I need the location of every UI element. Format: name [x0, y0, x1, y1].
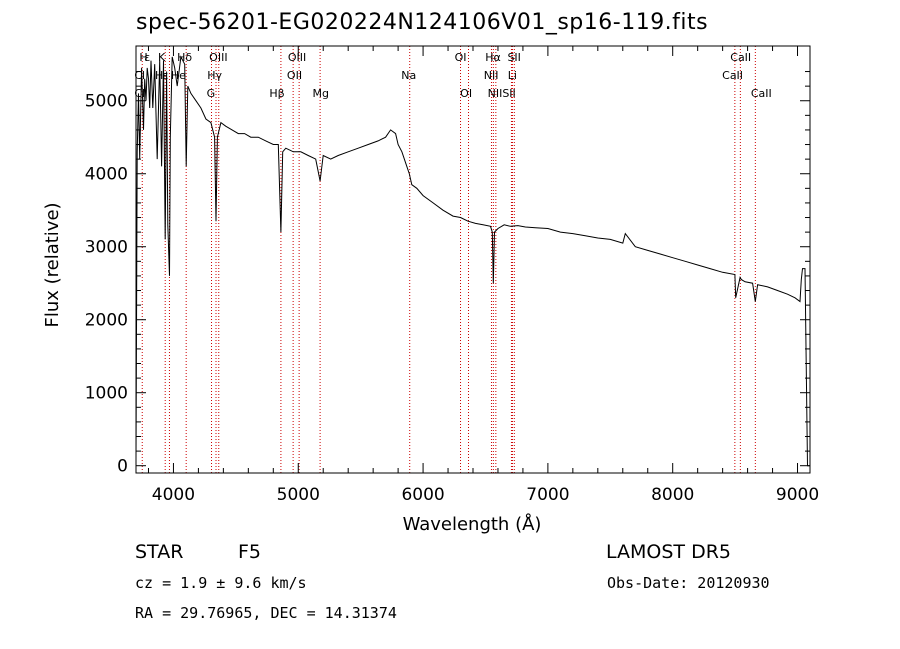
marker-label: Hδ [177, 51, 192, 64]
x-axis-ticks: 4000 5000 6000 7000 8000 9000 [147, 46, 819, 505]
x-tick-label: 4000 [152, 485, 195, 505]
marker-label: OIII [209, 51, 227, 64]
marker-label: Hα [485, 51, 501, 64]
marker-label: Li [508, 69, 517, 82]
marker-label: Mg [312, 87, 328, 100]
marker-label: Hβ [269, 87, 284, 100]
marker-label: Cl [134, 69, 145, 82]
marker-label: CaII [730, 51, 751, 64]
marker-label: CaII [722, 69, 743, 82]
marker-label: Hγ [207, 69, 222, 82]
marker-label: OI [460, 87, 472, 100]
marker-label: He [171, 69, 186, 82]
x-tick-label: 6000 [401, 485, 444, 505]
y-tick-label: 2000 [85, 311, 128, 331]
marker-label: H [155, 69, 163, 82]
marker-label: K [158, 51, 166, 64]
chart-title: spec-56201-EG020224N124106V01_sp16-119.f… [136, 10, 709, 35]
coordinates: RA = 29.76965, DEC = 14.31374 [135, 604, 397, 622]
y-tick-label: 5000 [85, 92, 128, 112]
plot-frame [135, 45, 811, 474]
marker-label: Na [401, 69, 416, 82]
survey-name: LAMOST DR5 [606, 541, 731, 563]
marker-label: OIII [288, 51, 306, 64]
y-tick-label: 1000 [85, 384, 128, 404]
marker-label: H [139, 51, 147, 64]
marker-label: NIISII [488, 87, 516, 100]
marker-label: Cl [134, 87, 145, 100]
marker-label: OII [287, 69, 302, 82]
marker-label: NII [484, 69, 499, 82]
marker-label: ε [162, 69, 168, 82]
y-tick-label: 4000 [85, 165, 128, 185]
redshift-cz: cz = 1.9 ± 9.6 km/s [135, 574, 307, 592]
y-tick-label: 3000 [85, 238, 128, 258]
marker-label: CaII [751, 87, 772, 100]
obs-date: Obs-Date: 20120930 [607, 574, 770, 592]
marker-label: SII [507, 51, 520, 64]
x-tick-label: 8000 [651, 485, 694, 505]
object-class: STAR [135, 541, 184, 563]
x-tick-label: 5000 [277, 485, 320, 505]
marker-label: ε [144, 51, 150, 64]
y-axis-ticks: 0 1000 2000 3000 4000 5000 [85, 71, 810, 477]
marker-label: G [207, 87, 216, 100]
line-markers [141, 46, 756, 473]
x-tick-label: 9000 [776, 485, 819, 505]
marker-label: OI [455, 51, 467, 64]
y-axis-label: Flux (relative) [42, 202, 63, 327]
object-subclass: F5 [238, 541, 262, 563]
x-tick-label: 7000 [526, 485, 569, 505]
y-tick-label: 0 [117, 457, 128, 477]
spectrum-line [135, 55, 810, 467]
x-axis-label: Wavelength (Å) [403, 513, 542, 535]
